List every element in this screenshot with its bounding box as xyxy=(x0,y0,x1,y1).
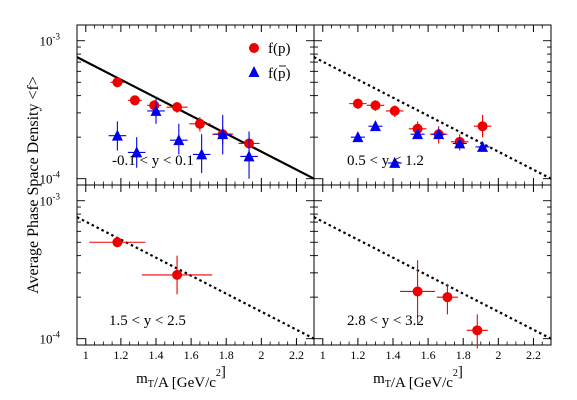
y-axis-title: Average Phase Space Density <f> xyxy=(25,76,42,294)
rapidity-label: 2.8 < y < 3.2 xyxy=(347,313,424,329)
y-tick-label: 10-4 xyxy=(40,330,61,347)
legend-marker-proton xyxy=(249,43,259,53)
proton-point xyxy=(412,286,423,297)
rapidity-label: -0.1 < y < 0.1 xyxy=(112,153,194,169)
reference-line-dotted xyxy=(313,216,552,340)
x-tick-label: 1.2 xyxy=(113,348,128,362)
y-tick-label: 10-3 xyxy=(40,32,61,49)
antiproton-point xyxy=(477,140,489,152)
proton-point xyxy=(172,102,183,113)
x-tick-label: 2 xyxy=(495,348,501,362)
proton-point xyxy=(352,98,363,109)
rapidity-label: 1.5 < y < 2.5 xyxy=(109,313,186,329)
x-tick-label: 1.8 xyxy=(456,348,471,362)
x-tick-label: 1.6 xyxy=(421,348,436,362)
antiproton-point xyxy=(131,146,143,158)
antiproton-point xyxy=(352,131,364,143)
proton-point xyxy=(477,121,488,132)
text-labels: 10-3 10-4 10-3 10-4 1 1.2 1.4 1.6 1.8 2 2.2 1 1.2 1.4… xyxy=(25,32,541,391)
proton-point xyxy=(112,237,123,248)
proton-point xyxy=(194,118,205,129)
x-tick-label: 2.2 xyxy=(289,348,304,362)
x-axis-title: mT/A [GeV/c2] xyxy=(373,364,463,391)
antiproton-point xyxy=(243,150,255,162)
proton-point xyxy=(129,95,140,106)
antiproton-point xyxy=(454,137,466,149)
antiproton-point xyxy=(369,120,381,132)
x-tick-label: 2.2 xyxy=(526,348,541,362)
antiproton-point xyxy=(150,104,162,116)
proton-point xyxy=(389,105,400,116)
x-tick-label: 1 xyxy=(83,348,89,362)
x-axis-title: mT/A [GeV/c2] xyxy=(136,364,226,391)
x-tick-label: 2 xyxy=(258,348,264,362)
legend-label-proton: f(p) xyxy=(268,41,291,57)
y-tick-label: 10-3 xyxy=(40,192,61,209)
y-tick-label: 10-4 xyxy=(40,170,61,187)
data-points xyxy=(89,77,492,349)
antiproton-point xyxy=(196,148,208,160)
proton-point xyxy=(172,269,183,280)
antiproton-point xyxy=(217,128,229,140)
legend-marker-antiproton xyxy=(248,66,260,77)
x-tick-label: 1.4 xyxy=(386,348,401,362)
proton-point xyxy=(370,100,381,111)
legend-label-antiproton: f(p) xyxy=(268,66,291,82)
axes-ticks xyxy=(77,25,551,346)
x-tick-label: 1.4 xyxy=(149,348,164,362)
rapidity-label: 0.5 < y < 1.2 xyxy=(347,153,424,169)
antiproton-point xyxy=(433,128,445,140)
x-tick-label: 1.8 xyxy=(219,348,234,362)
antiproton-point xyxy=(173,134,185,146)
proton-point xyxy=(472,325,483,336)
reference-line-dotted xyxy=(313,56,552,180)
proton-point xyxy=(112,77,123,88)
x-tick-label: 1 xyxy=(320,348,326,362)
antiproton-point xyxy=(389,156,401,168)
antiproton-point xyxy=(412,128,424,140)
x-tick-label: 1.2 xyxy=(350,348,365,362)
x-tick-label: 1.6 xyxy=(184,348,199,362)
antiproton-point xyxy=(111,129,123,141)
proton-point xyxy=(442,292,453,303)
